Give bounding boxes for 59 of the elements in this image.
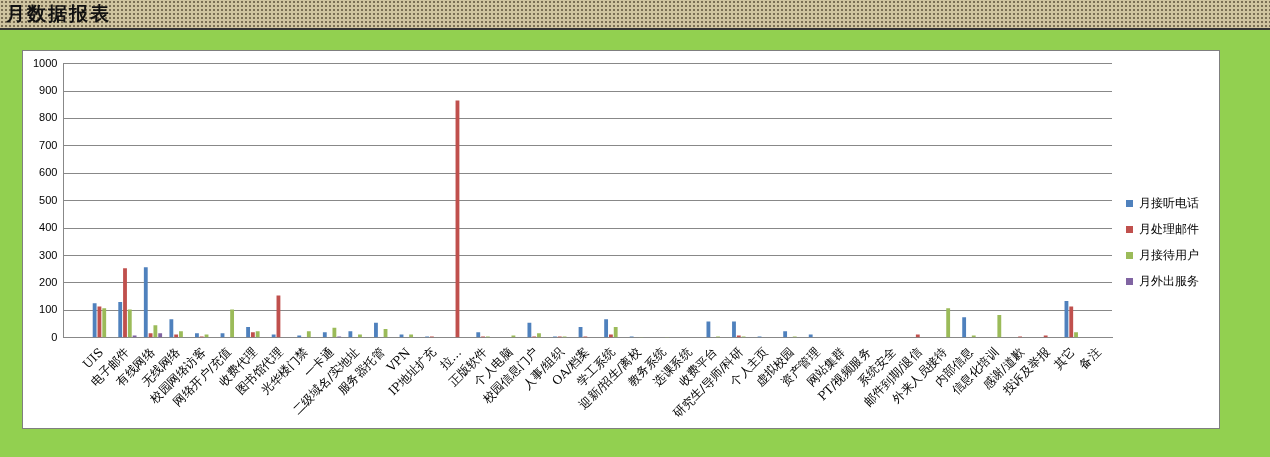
bar xyxy=(915,334,920,338)
chart-title: 月数据报表 xyxy=(6,1,111,26)
bar xyxy=(358,334,362,338)
bar xyxy=(409,334,414,338)
bar xyxy=(374,322,378,338)
bar xyxy=(732,321,736,338)
y-tick-label: 700 xyxy=(39,138,58,151)
y-tick-label: 200 xyxy=(39,275,58,288)
bar xyxy=(195,333,199,338)
y-tick-label: 0 xyxy=(51,330,58,343)
bar xyxy=(92,303,97,338)
bar xyxy=(527,322,532,338)
y-tick-label: 500 xyxy=(39,193,58,206)
y-tick-label: 600 xyxy=(39,166,58,179)
bar xyxy=(604,319,609,338)
bar xyxy=(169,319,174,338)
y-tick-label: 900 xyxy=(39,84,58,97)
bar xyxy=(706,321,711,338)
x-tick-label: 其它 xyxy=(1051,345,1078,373)
bar xyxy=(143,267,148,338)
bar xyxy=(1074,332,1078,338)
legend-label: 月外出服务 xyxy=(1139,273,1199,288)
bar xyxy=(537,333,541,338)
bar xyxy=(997,314,1002,338)
bar xyxy=(808,334,813,338)
legend-label: 月处理邮件 xyxy=(1139,221,1199,236)
bar xyxy=(123,268,127,338)
x-tick-label: 备注 xyxy=(1076,345,1104,373)
bar xyxy=(127,309,132,338)
y-tick-label: 800 xyxy=(39,111,58,124)
bar xyxy=(783,331,788,338)
legend-label: 月接待用户 xyxy=(1139,247,1199,262)
bar xyxy=(148,333,153,338)
bar xyxy=(306,331,311,338)
bar xyxy=(332,327,337,338)
bar xyxy=(613,327,618,338)
legend-label: 月接听电话 xyxy=(1139,195,1199,210)
bar xyxy=(158,333,163,338)
bar xyxy=(230,309,235,338)
y-tick-label: 100 xyxy=(39,303,58,316)
y-tick-label: 1000 xyxy=(32,56,58,69)
bar xyxy=(962,317,967,338)
bar xyxy=(179,331,183,338)
bar xyxy=(348,331,353,338)
bar xyxy=(271,334,276,338)
y-tick-label: 400 xyxy=(39,221,58,234)
bar xyxy=(476,332,481,338)
bar xyxy=(102,308,107,338)
bar xyxy=(946,308,951,338)
bar xyxy=(255,331,260,338)
bar xyxy=(322,332,327,338)
bar xyxy=(118,302,123,338)
bar xyxy=(174,334,179,338)
bar xyxy=(153,325,158,338)
bar xyxy=(608,334,613,338)
bar xyxy=(250,332,255,338)
y-tick-label: 300 xyxy=(39,248,58,261)
bar xyxy=(246,327,250,338)
bar xyxy=(1069,306,1074,338)
